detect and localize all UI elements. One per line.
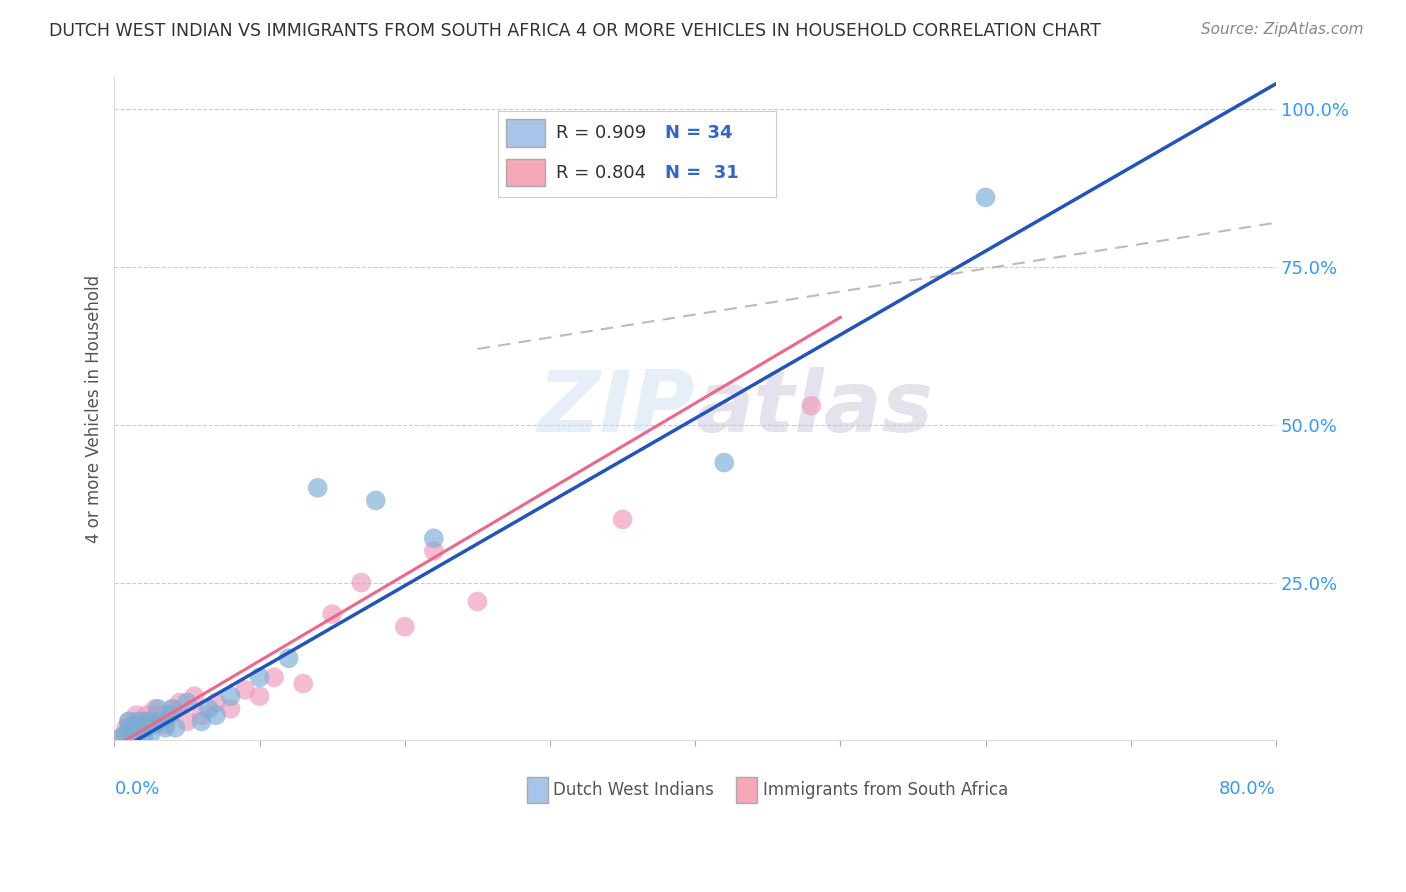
- Point: [713, 456, 735, 470]
- Point: [135, 721, 157, 735]
- Point: [233, 682, 256, 697]
- Point: [307, 481, 329, 495]
- Point: [125, 727, 148, 741]
- Point: [162, 702, 184, 716]
- Point: [115, 721, 138, 735]
- Point: [205, 696, 228, 710]
- Point: [277, 651, 299, 665]
- Text: Source: ZipAtlas.com: Source: ZipAtlas.com: [1201, 22, 1364, 37]
- Point: [183, 689, 205, 703]
- Point: [111, 730, 134, 744]
- Point: [121, 727, 143, 741]
- Point: [132, 714, 155, 729]
- Point: [143, 717, 166, 731]
- Point: [115, 727, 138, 741]
- Point: [121, 730, 143, 744]
- Point: [125, 708, 148, 723]
- Point: [350, 575, 373, 590]
- Point: [146, 708, 169, 723]
- Y-axis label: 4 or more Vehicles in Household: 4 or more Vehicles in Household: [86, 275, 103, 543]
- Point: [139, 714, 162, 729]
- Point: [321, 607, 343, 621]
- Point: [205, 708, 228, 723]
- Point: [111, 730, 134, 744]
- Point: [129, 721, 152, 735]
- Text: ZIP: ZIP: [537, 368, 695, 450]
- Point: [159, 708, 181, 723]
- Point: [190, 708, 212, 723]
- Point: [176, 714, 198, 729]
- Point: [169, 696, 191, 710]
- FancyBboxPatch shape: [527, 777, 548, 804]
- Point: [263, 670, 285, 684]
- Point: [364, 493, 387, 508]
- Text: Immigrants from South Africa: Immigrants from South Africa: [762, 781, 1008, 799]
- Point: [127, 714, 149, 729]
- Point: [249, 670, 271, 684]
- Point: [132, 721, 155, 735]
- Point: [125, 717, 148, 731]
- Point: [219, 689, 242, 703]
- Point: [219, 702, 242, 716]
- Point: [118, 714, 141, 729]
- Point: [800, 399, 823, 413]
- Point: [249, 689, 271, 703]
- Point: [176, 696, 198, 710]
- Text: 0.0%: 0.0%: [114, 780, 160, 798]
- Point: [155, 721, 177, 735]
- Point: [143, 702, 166, 716]
- Point: [118, 721, 141, 735]
- Point: [292, 676, 315, 690]
- Point: [125, 717, 148, 731]
- Point: [467, 594, 489, 608]
- Point: [155, 717, 177, 731]
- Point: [122, 723, 145, 738]
- Text: Dutch West Indians: Dutch West Indians: [554, 781, 714, 799]
- Point: [139, 727, 162, 741]
- Point: [197, 702, 219, 716]
- Point: [146, 702, 169, 716]
- Point: [423, 544, 446, 558]
- Point: [129, 714, 152, 729]
- Point: [423, 532, 446, 546]
- Point: [118, 714, 141, 729]
- Point: [612, 512, 634, 526]
- Point: [165, 721, 187, 735]
- Text: atlas: atlas: [695, 368, 934, 450]
- Text: 80.0%: 80.0%: [1219, 780, 1277, 798]
- Point: [974, 190, 997, 204]
- FancyBboxPatch shape: [735, 777, 756, 804]
- Text: DUTCH WEST INDIAN VS IMMIGRANTS FROM SOUTH AFRICA 4 OR MORE VEHICLES IN HOUSEHOL: DUTCH WEST INDIAN VS IMMIGRANTS FROM SOU…: [49, 22, 1101, 40]
- Point: [162, 702, 184, 716]
- Point: [135, 708, 157, 723]
- Point: [190, 714, 212, 729]
- Point: [149, 714, 172, 729]
- Point: [132, 730, 155, 744]
- Point: [139, 714, 162, 729]
- Point: [394, 620, 416, 634]
